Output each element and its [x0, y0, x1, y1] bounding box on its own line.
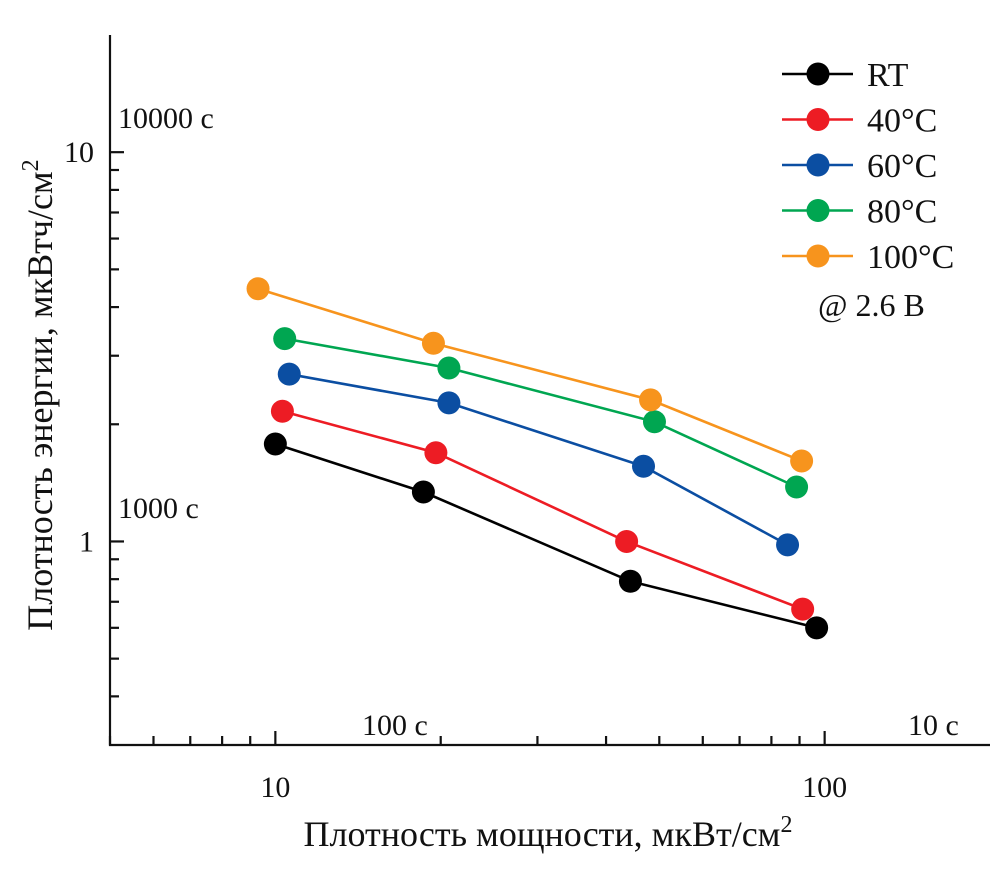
legend-label: 60°C — [867, 148, 937, 185]
data-point — [437, 391, 461, 415]
legend-item: RT — [782, 57, 909, 94]
data-point — [246, 277, 270, 301]
series-layer — [246, 277, 829, 640]
x-tick-label: 100 — [802, 771, 847, 804]
y-axis-title-superscript: 2 — [18, 159, 44, 171]
data-point — [424, 441, 448, 465]
data-point — [273, 327, 297, 351]
series-4 — [246, 277, 814, 473]
data-point — [639, 388, 663, 412]
legend-item: 40°C — [782, 103, 937, 140]
annotation-1000s: 1000 c — [118, 492, 199, 525]
series-line — [282, 410, 804, 611]
time-annotations: 10000 c 1000 c 100 c 10 c — [118, 102, 959, 742]
x-axis-title-text: Плотность мощности, мкВт/см — [304, 814, 781, 854]
series-line — [284, 337, 798, 489]
data-point — [421, 331, 445, 355]
axis-ticks — [108, 151, 826, 745]
series-3 — [273, 327, 809, 499]
y-tick-label: 1 — [79, 525, 94, 558]
x-axis-title: Плотность мощности, мкВт/см2 — [304, 812, 793, 854]
axis-lines — [108, 35, 990, 747]
data-point — [642, 410, 666, 434]
y-axis-title-text: Плотность энергии, мкВтч/см — [20, 171, 60, 630]
data-point — [618, 569, 642, 593]
data-point — [437, 356, 461, 380]
series-0 — [263, 432, 829, 640]
data-point — [277, 362, 301, 386]
legend-marker — [806, 62, 830, 86]
legend-label: 80°C — [867, 194, 937, 231]
legend-marker — [806, 199, 830, 222]
data-point — [411, 480, 435, 504]
legend-label: 40°C — [867, 103, 937, 140]
y-axis-title: Плотность энергии, мкВтч/см2 — [18, 159, 60, 630]
legend-item: 80°C — [782, 194, 937, 231]
series-line — [274, 442, 817, 630]
y-tick-label: 10 — [64, 136, 94, 169]
legend-marker — [806, 244, 830, 268]
data-point — [632, 454, 656, 478]
series-1 — [270, 399, 815, 621]
data-point — [270, 399, 294, 423]
data-point — [776, 533, 800, 557]
annotation-10000s: 10000 c — [118, 102, 214, 135]
legend-label: RT — [867, 57, 909, 94]
legend-label: 100°C — [867, 239, 954, 276]
tick-labels: 10 100 1 10 — [64, 136, 847, 804]
x-axis-title-superscript: 2 — [780, 812, 792, 838]
legend-marker — [806, 108, 830, 131]
legend-note: @ 2.6 B — [818, 287, 925, 323]
data-point — [805, 616, 829, 640]
data-point — [615, 529, 639, 553]
annotation-100s: 100 c — [362, 709, 428, 742]
data-point — [791, 597, 815, 621]
annotation-10s: 10 c — [908, 709, 959, 742]
data-point — [785, 475, 809, 499]
series-line — [289, 372, 789, 547]
series-line — [257, 287, 803, 463]
data-point — [263, 432, 287, 456]
data-point — [790, 449, 814, 473]
legend-marker — [806, 153, 830, 177]
series-2 — [277, 362, 800, 557]
axes: 10 100 1 10 — [64, 35, 990, 804]
x-tick-label: 10 — [260, 771, 290, 804]
legend-item: 60°C — [782, 148, 937, 185]
legend-item: 100°C — [782, 239, 954, 276]
legend: RT 40°C 60°C 80°C 100°C — [782, 57, 954, 276]
